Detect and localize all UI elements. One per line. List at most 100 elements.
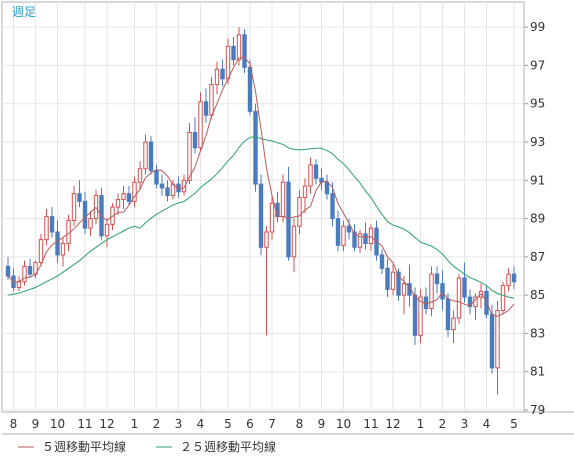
- candle-body-down: [154, 170, 159, 185]
- candle-body-down: [511, 273, 517, 283]
- candle-body-up: [341, 225, 346, 246]
- y-tick-label: 97: [530, 58, 545, 72]
- legend: ５週移動平均線 ２５週移動平均線: [0, 436, 574, 462]
- legend-ma25-label: ２５週移動平均線: [180, 439, 276, 454]
- x-tick-label: 1: [417, 417, 425, 431]
- candle-body-down: [484, 290, 489, 315]
- candle-body-down: [220, 68, 225, 80]
- candle-body-down: [462, 277, 467, 298]
- y-tick-label: 91: [530, 173, 545, 187]
- x-tick-label: 2: [439, 417, 447, 431]
- candle-body-up: [500, 285, 506, 311]
- candle-body-up: [115, 198, 121, 208]
- y-tick-label: 83: [530, 326, 545, 340]
- candle-body-down: [467, 296, 473, 308]
- candle-body-up: [368, 227, 374, 244]
- candle-body-down: [346, 225, 352, 233]
- y-tick-label: 79: [530, 403, 545, 417]
- x-tick-label: 9: [318, 417, 326, 431]
- candle-body-down: [55, 231, 60, 256]
- x-tick-label: 2: [153, 417, 161, 431]
- x-tick-label: 8: [296, 417, 304, 431]
- candle-body-down: [434, 273, 440, 285]
- candle-body-up: [104, 223, 110, 237]
- candle-body-down: [396, 271, 401, 296]
- x-tick-label: 8: [10, 417, 18, 431]
- y-tick-label: 93: [530, 135, 545, 149]
- candle-body-up: [506, 273, 511, 287]
- candle-body-down: [445, 298, 451, 331]
- x-tick-label: 4: [197, 417, 205, 431]
- ma25-line: [7, 136, 515, 299]
- candle-body-up: [225, 45, 231, 80]
- x-tick-label: 3: [461, 417, 469, 431]
- x-tick-label: 10: [336, 417, 351, 431]
- x-tick-label: 3: [175, 417, 183, 431]
- candle-body-down: [385, 267, 390, 290]
- candle-body-up: [401, 283, 407, 296]
- candle-body-up: [16, 281, 22, 288]
- candle-body-up: [198, 101, 203, 149]
- candle-body-down: [126, 193, 132, 202]
- candle-body-up: [280, 181, 286, 218]
- candle-body-up: [214, 68, 220, 86]
- candle-body-down: [440, 283, 445, 300]
- candle-body-down: [335, 218, 341, 246]
- candle-body-up: [60, 242, 66, 256]
- candle-body-down: [5, 265, 11, 277]
- moving-averages: [7, 56, 515, 317]
- candle-body-up: [143, 141, 148, 170]
- candle-body-up: [187, 131, 192, 181]
- candle-body-down: [82, 200, 88, 229]
- x-tick-label: 9: [32, 417, 40, 431]
- candle-body-down: [27, 265, 33, 275]
- period-label: 週足: [12, 5, 36, 19]
- candle-body-down: [231, 45, 236, 61]
- candle-body-up: [451, 317, 456, 331]
- candle-body-down: [159, 183, 165, 189]
- y-tick-label: 81: [530, 365, 545, 379]
- candle-body-up: [121, 193, 126, 200]
- candle-body-down: [330, 193, 335, 220]
- y-tick-label: 87: [530, 250, 545, 264]
- candle-body-up: [390, 271, 396, 290]
- candle-body-down: [192, 131, 198, 149]
- candles: [5, 27, 517, 395]
- candle-body-up: [38, 239, 44, 264]
- candle-body-up: [44, 216, 49, 241]
- candle-body-up: [302, 185, 308, 199]
- x-tick-label: 11: [363, 417, 378, 431]
- candle-body-down: [313, 164, 319, 179]
- candle-body-up: [418, 296, 423, 336]
- legend-ma5-label: ５週移動平均線: [42, 439, 126, 454]
- candle-body-up: [357, 233, 363, 248]
- candle-body-up: [269, 202, 275, 233]
- candle-body-down: [352, 231, 357, 248]
- x-tick-label: 4: [483, 417, 491, 431]
- candle-body-up: [456, 277, 462, 319]
- ma5-line: [7, 56, 515, 317]
- candle-body-up: [264, 231, 269, 248]
- x-tick-label: 5: [510, 417, 518, 431]
- candle-body-down: [324, 181, 330, 195]
- candle-body-down: [77, 193, 82, 202]
- candle-body-down: [275, 202, 280, 218]
- candle-body-down: [242, 34, 247, 68]
- x-tick-label: 6: [246, 417, 254, 431]
- candle-body-down: [49, 216, 55, 233]
- plot-frame: [1, 1, 525, 413]
- x-tick-label: 12: [385, 417, 400, 431]
- candle-body-down: [203, 101, 209, 116]
- x-tick-label: 10: [50, 417, 65, 431]
- x-axis-ticks: 8 9 10 11 12 1 2 3 4 5 6 7 8 9 10 11 12 1 2 3 4 5: [10, 417, 518, 431]
- x-tick-label: 12: [99, 417, 114, 431]
- candle-body-down: [258, 183, 264, 248]
- y-tick-label: 99: [530, 20, 545, 34]
- candle-body-down: [286, 181, 291, 258]
- candle-body-down: [379, 254, 385, 269]
- candle-body-down: [412, 294, 418, 336]
- x-tick-label: 11: [77, 417, 92, 431]
- candle-body-up: [429, 273, 434, 310]
